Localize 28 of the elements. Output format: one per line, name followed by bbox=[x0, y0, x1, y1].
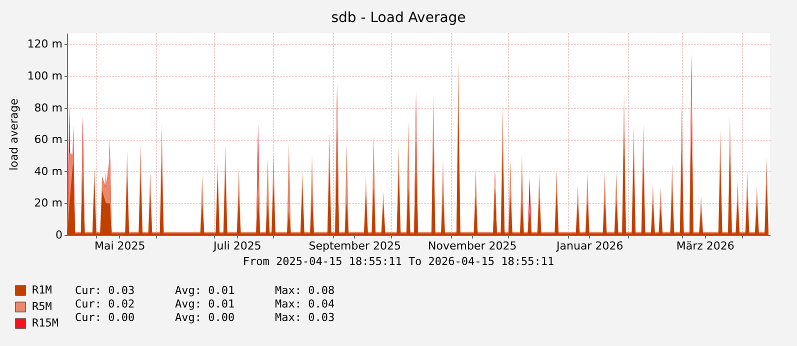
chart-title: sdb - Load Average bbox=[331, 10, 466, 26]
text: Max: 0.04 bbox=[275, 298, 335, 310]
y-tick-label: 0 bbox=[56, 228, 62, 242]
y-tick-label: 20 m bbox=[34, 196, 62, 210]
x-tick-label: Juli 2025 bbox=[212, 240, 262, 252]
y-tick-label: 80 m bbox=[34, 101, 62, 114]
x-tick-label: Januar 2026 bbox=[556, 240, 624, 252]
y-tick-label: 120 m bbox=[27, 38, 62, 51]
x-tick-label: September 2025 bbox=[308, 240, 402, 252]
legend-label: R1M bbox=[32, 284, 52, 296]
y-tick-label: 60 m bbox=[34, 133, 62, 146]
y-tick-label: 100 m bbox=[27, 69, 62, 82]
text: Avg: 0.01 bbox=[175, 298, 235, 310]
text: Cur: 0.00 bbox=[75, 311, 135, 324]
x-tick-label: November 2025 bbox=[428, 240, 517, 252]
y-tick-label: 40 m bbox=[34, 164, 62, 178]
y-axis-title: load average bbox=[7, 98, 20, 171]
text: From 2025-04-15 18:55:11 To 2026-04-15 18:55:11 bbox=[242, 255, 554, 268]
x-tick-label: März 2026 bbox=[676, 240, 734, 252]
legend-label: R5M bbox=[32, 300, 52, 313]
text: Cur: 0.03 bbox=[75, 284, 135, 297]
text: Avg: 0.00 bbox=[175, 311, 235, 324]
text: Avg: 0.01 bbox=[175, 284, 235, 297]
text: Cur: 0.02 bbox=[75, 298, 135, 310]
legend-label: R15M bbox=[32, 316, 59, 330]
text: Max: 0.03 bbox=[275, 311, 335, 324]
x-tick-label: Mai 2025 bbox=[94, 240, 146, 252]
text: Max: 0.08 bbox=[275, 284, 335, 297]
